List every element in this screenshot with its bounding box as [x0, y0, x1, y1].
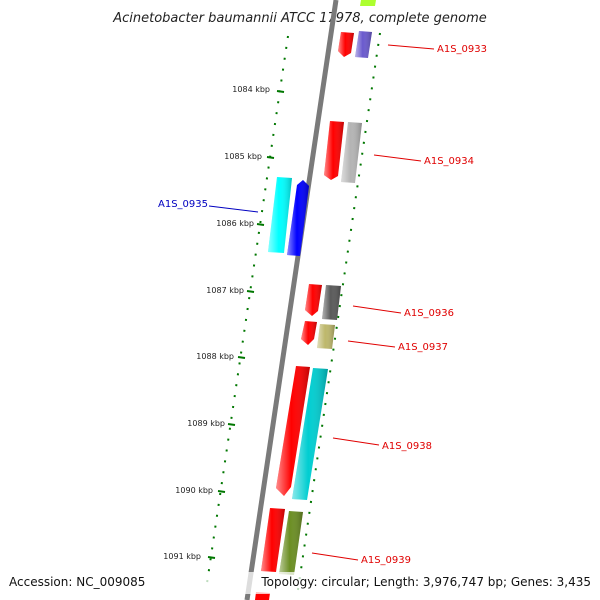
gene-label[interactable]: A1S_0934: [424, 156, 474, 167]
gene-a1s-0934[interactable]: A1S_0934: [324, 121, 474, 183]
tick-label: 1088 kbp: [196, 352, 234, 361]
tick-mark: 1084 kbp: [232, 85, 285, 94]
gene-feature[interactable]: [360, 0, 376, 6]
tick-mark: 1085 kbp: [224, 152, 275, 161]
gene-a1s-0936[interactable]: A1S_0936: [305, 284, 454, 320]
tick-label: 1090 kbp: [175, 486, 213, 495]
gene-a1s-0935[interactable]: A1S_0935: [158, 177, 309, 256]
accession-text: Accession: NC_009085: [9, 575, 145, 589]
footer-backdrop: [0, 572, 600, 594]
gene-label[interactable]: A1S_0937: [398, 342, 448, 353]
map-title: Acinetobacter baumannii ATCC 17978, comp…: [112, 11, 487, 26]
genome-backbone: [244, 0, 339, 600]
tick-mark: 1091 kbp: [163, 552, 216, 561]
tick-mark: 1090 kbp: [175, 486, 226, 495]
gene-a1s-0939[interactable]: A1S_0939: [261, 508, 411, 575]
topology-text: Topology: circular; Length: 3,976,747 bp…: [260, 575, 591, 589]
tick-label: 1089 kbp: [187, 419, 225, 428]
gene-a1s-0938[interactable]: A1S_0938: [276, 366, 432, 500]
tick-label: 1091 kbp: [163, 552, 201, 561]
gene-a1s-0937[interactable]: A1S_0937: [301, 321, 448, 353]
tick-mark: 1088 kbp: [196, 352, 246, 361]
gene-label[interactable]: A1S_0936: [404, 308, 454, 319]
tick-ring-left: [205, 35, 289, 591]
tick-mark: 1089 kbp: [187, 419, 236, 428]
gene-label[interactable]: A1S_0939: [361, 555, 411, 566]
gene-label[interactable]: A1S_0935: [158, 199, 208, 210]
tick-label: 1084 kbp: [232, 85, 270, 94]
tick-label: 1086 kbp: [216, 219, 254, 228]
gene-label[interactable]: A1S_0933: [437, 44, 487, 55]
tick-mark: 1087 kbp: [206, 286, 255, 295]
tick-label: 1085 kbp: [224, 152, 262, 161]
tick-mark: 1086 kbp: [216, 219, 265, 228]
gene-label[interactable]: A1S_0938: [382, 441, 432, 452]
gene-a1s-0933[interactable]: A1S_0933: [355, 31, 487, 58]
tick-label: 1087 kbp: [206, 286, 244, 295]
